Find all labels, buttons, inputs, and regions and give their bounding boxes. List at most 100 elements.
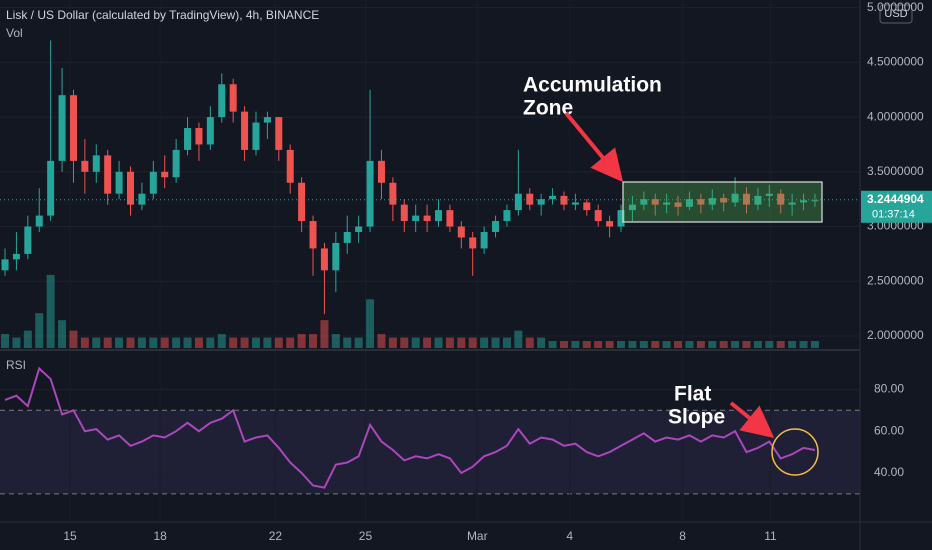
y-tick-label: 80.00 [874,382,904,396]
y-tick-label: 60.00 [874,423,904,437]
currency-box[interactable] [879,4,913,24]
y-tick-label: 5.0000000 [867,0,924,14]
volume-bar [23,330,32,348]
volume-bar [617,341,626,348]
y-tick-label: 4.0000000 [867,109,924,123]
candle-body [127,171,135,205]
volume-bar [354,337,363,348]
candle-body [606,221,614,227]
candle-body [571,202,579,205]
candle-body [480,232,488,249]
volume-bar [776,341,785,348]
currency[interactable]: USD [884,8,907,20]
annotation: Zone [523,97,573,120]
volume-bar [35,313,44,348]
candle-body [400,204,408,222]
volume-bar [742,341,751,348]
volume-bar [115,337,124,348]
volume-bar [765,341,774,348]
accumulation-zone [622,181,823,223]
volume-bar [92,337,101,348]
volume-bar [810,341,819,348]
volume-bar [411,337,420,348]
candle-body [651,199,659,205]
volume-bar [548,341,557,348]
candle-body [275,117,283,150]
volume-bar [69,330,78,348]
candle-body [138,193,146,205]
candle-body [92,155,100,172]
volume-bar [251,337,260,348]
candle-body [560,195,568,205]
volume-bar [559,341,568,348]
volume-bar [480,337,489,348]
plot [0,40,860,489]
rsi-line [4,366,816,489]
candle-body [720,198,728,203]
candle-body [35,215,43,227]
candle-body [754,195,762,205]
volume-bar [799,341,808,348]
volume-bar [149,337,158,348]
volume-bar [423,337,432,348]
candle-body [81,160,89,172]
candle-body [492,221,500,232]
candle-body [24,226,32,254]
candle-body [583,202,591,211]
candle-body [252,122,260,150]
volume-bar [628,341,637,348]
x-tick-label: 4 [566,529,573,543]
volume-bar [263,337,272,348]
candle-body [765,193,773,196]
volume-bar [468,337,477,348]
volume-bar [297,334,306,348]
x-tick-label: 11 [764,529,777,543]
candle-body [674,202,682,207]
volume-bar [525,337,534,348]
volume-bar [343,337,352,348]
volume-bar [788,341,797,348]
arrow [564,111,624,183]
volume-bar [172,337,181,348]
volume-bar [80,337,89,348]
volume-bar [388,337,397,348]
y-tick-label: 4.5000000 [867,55,924,69]
volume-bar [502,337,511,348]
volume-bar [571,341,580,348]
candle-body [685,199,693,207]
volume-bar [194,337,203,348]
last-price-box [861,190,932,223]
volume-bar [445,337,454,348]
candle-body [663,202,671,205]
candle-body [731,193,739,203]
candle-body [811,200,819,202]
rsi-band [0,410,860,494]
volume-bar [685,341,694,348]
candle-body [229,84,237,112]
volume-bar [309,334,318,348]
volume-bar [696,341,705,348]
volume-bar [137,337,146,348]
candle-body [12,253,20,260]
volume-bar [605,341,614,348]
volume-bar [651,341,660,348]
volume-bar [537,337,546,348]
candle-body [241,111,249,150]
candle-body [263,117,271,123]
candle-body [355,226,363,232]
candle-body [47,160,55,216]
candle-body [343,232,351,243]
x-tick-label: Mar [467,529,488,543]
volume-bar [434,337,443,348]
candle-body [617,210,625,227]
x-tick-label: 8 [679,529,686,543]
rsi-title: RSI [6,358,26,372]
candle-body [309,221,317,249]
volume-bar [46,274,55,348]
volume-bar [582,341,591,348]
volume-bar [320,320,329,348]
candle-body [446,210,454,227]
candle-body [537,199,545,205]
candle-body [594,210,602,222]
